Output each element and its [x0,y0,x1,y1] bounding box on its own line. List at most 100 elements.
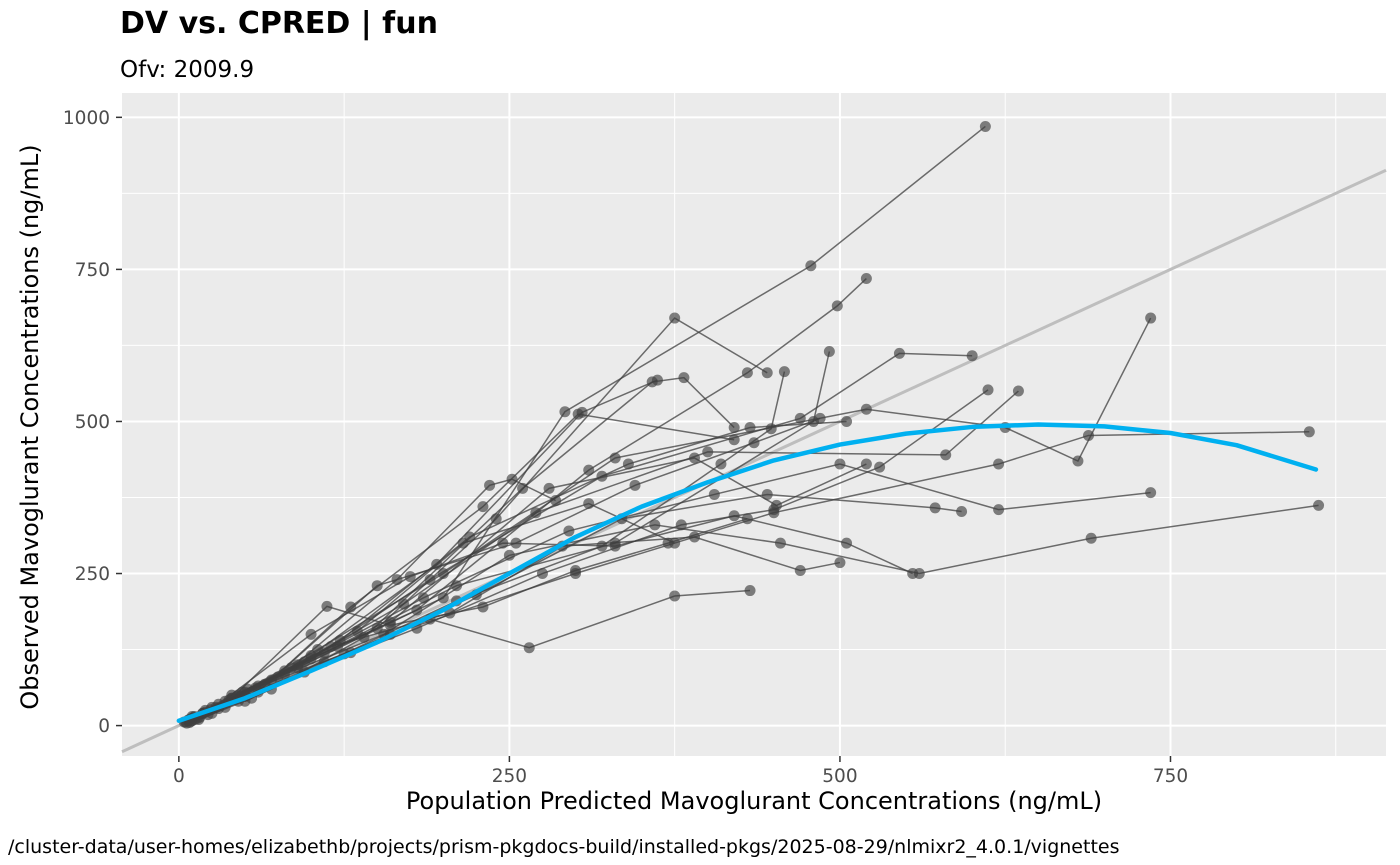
data-point [929,502,941,514]
y-tick-label: 0 [98,716,110,737]
data-point [982,384,994,396]
data-point [794,564,806,576]
y-axis-title: Observed Mavoglurant Concentrations (ng/… [16,144,44,710]
data-point [689,452,701,464]
data-point [761,488,773,500]
data-point [437,592,449,604]
data-point [609,452,621,464]
data-point [649,519,661,531]
data-point [559,406,571,418]
data-point [715,458,727,470]
data-point [351,625,363,637]
data-point [563,525,575,537]
y-tick-label: 1000 [63,108,110,129]
data-point [451,580,463,592]
data-point [622,458,634,470]
x-axis-title: Population Predicted Mavoglurant Concent… [405,787,1103,815]
data-point [669,590,681,602]
data-point [596,540,608,552]
y-tick-label: 750 [75,260,110,281]
data-point [1072,455,1084,467]
x-tick-label: 0 [173,766,185,787]
data-point [325,641,337,653]
data-point [689,531,701,543]
data-point [417,592,429,604]
data-point [834,458,846,470]
data-point [583,498,595,510]
x-tick-label: 500 [822,766,857,787]
y-tick-label: 250 [75,564,110,585]
data-point [728,434,740,446]
data-point [728,422,740,434]
x-tick-label: 250 [492,766,527,787]
data-point [765,423,777,435]
data-point [675,519,687,531]
file-path-caption: /cluster-data/user-homes/elizabethb/proj… [8,836,1120,858]
data-point [404,571,416,583]
data-point [823,346,835,358]
data-point [669,312,681,324]
data-point [497,537,509,549]
data-point [841,537,853,549]
data-point [550,495,562,507]
data-point [503,549,515,561]
data-point [371,580,383,592]
data-point [398,598,410,610]
data-point [814,412,826,424]
data-point [860,403,872,415]
data-point [761,367,773,379]
data-point [490,513,502,525]
data-point [517,482,529,494]
data-point [778,366,790,378]
data-point [457,537,469,549]
data-point [596,470,608,482]
data-point [345,601,357,613]
data-point [576,406,588,418]
data-point [728,510,740,522]
data-point [536,568,548,580]
data-point [1083,429,1095,441]
data-point [774,537,786,549]
data-point [702,446,714,458]
data-point [523,642,535,654]
data-point [391,574,403,586]
data-point [834,557,846,569]
data-point [424,574,436,586]
data-point [907,568,919,580]
data-point [285,662,297,674]
data-point [1085,532,1097,544]
data-point [321,600,333,612]
data-point [831,300,843,312]
data-point [748,437,760,449]
data-point [431,558,443,570]
data-point [993,504,1005,516]
data-point [893,347,905,359]
data-point [860,458,872,470]
data-point [1145,312,1157,324]
data-point [805,260,817,272]
plot-title: DV vs. CPRED | fun [120,6,438,41]
data-point [1303,426,1315,438]
data-point [979,120,991,132]
data-point [956,505,968,517]
data-point [530,507,542,519]
data-point [609,540,621,552]
data-point [543,482,555,494]
data-point [744,422,756,434]
data-point [477,501,489,513]
data-point [841,415,853,427]
data-point [510,537,522,549]
data-point [437,568,449,580]
data-point [741,513,753,525]
data-point [506,473,518,485]
data-point [794,412,806,424]
data-point [570,568,582,580]
data-point [334,634,346,646]
plot-subtitle: Ofv: 2009.9 [120,57,255,83]
data-point [741,367,753,379]
data-point [1012,385,1024,397]
chart-canvas: 0 250 500 750 0 250 500 750 1000 [63,93,1387,787]
data-point [305,628,317,640]
y-tick-label: 500 [75,412,110,433]
